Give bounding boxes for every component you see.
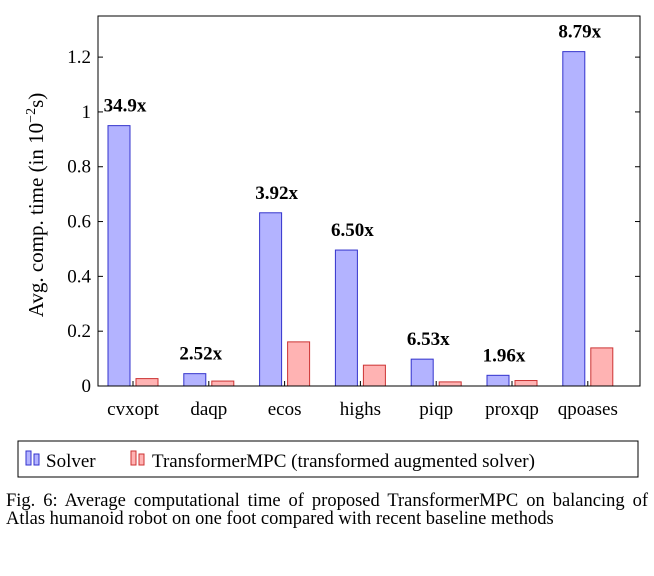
bar-transformermpc-piqp <box>438 381 462 387</box>
x-axis-tick-labels: cvxopt daqp ecos highs piqp proxqp qpoases <box>107 381 618 420</box>
x-tick-label-highs: highs <box>340 399 381 420</box>
legend: Solver TransformerMPC (transformed augme… <box>17 440 639 478</box>
y-tick-label: 0.8 <box>67 157 91 178</box>
x-tick-label-cvxopt: cvxopt <box>107 399 159 420</box>
bar-solver-ecos <box>259 212 283 387</box>
bar-solver-proxqp <box>486 374 510 387</box>
bar-transformermpc-proxqp <box>514 380 538 387</box>
bar-transformermpc-daqp <box>211 380 235 387</box>
data-label-daqp: 2.52x <box>179 344 222 365</box>
y-axis-label-sup: −2 <box>24 108 39 123</box>
y-tick-label: 1.2 <box>67 47 91 68</box>
y-axis-label-tail: s) <box>24 93 48 108</box>
figure-caption: Fig. 6: Average computational time of pr… <box>6 491 648 529</box>
y-tick-label: 0.4 <box>67 266 91 287</box>
legend-label-transformermpc: TransformerMPC (transformed augmented so… <box>152 451 535 472</box>
y-axis-label-main: Avg. comp. time (in 10 <box>24 123 48 317</box>
legend-label-solver: Solver <box>46 451 96 472</box>
legend-swatch-solver <box>25 450 40 466</box>
bar-transformermpc-highs <box>362 364 386 387</box>
bar-solver-piqp <box>410 358 434 387</box>
y-axis-ticks: 0 0.2 0.4 0.6 0.8 1 1.2 <box>67 47 640 397</box>
bar-solver-qpoases <box>562 51 586 387</box>
y-tick-label: 0.2 <box>67 321 91 342</box>
y-tick-label: 1 <box>82 102 92 123</box>
x-tick-label-qpoases: qpoases <box>558 399 618 420</box>
data-label-proxqp: 1.96x <box>483 345 526 366</box>
bar-transformermpc-cvxopt <box>135 378 159 387</box>
bars <box>107 51 614 387</box>
y-axis-label: Avg. comp. time (in 10−2s) <box>24 93 48 318</box>
svg-text:Avg. comp. time (in 10−2s): Avg. comp. time (in 10−2s) <box>24 93 48 318</box>
data-label-piqp: 6.53x <box>407 329 450 350</box>
plot-frame <box>97 15 641 387</box>
y-tick-label: 0.6 <box>67 212 91 233</box>
bar-solver-highs <box>334 249 358 387</box>
x-tick-label-piqp: piqp <box>419 399 453 420</box>
legend-box <box>17 440 639 478</box>
x-tick-label-ecos: ecos <box>268 399 302 420</box>
data-label-cvxopt: 34.9x <box>104 96 147 117</box>
data-label-ecos: 3.92x <box>255 183 298 204</box>
data-labels: 34.9x 2.52x 3.92x 6.50x 6.53x 1.96x 8.79x <box>104 22 602 367</box>
bar-solver-cvxopt <box>107 125 131 387</box>
data-label-highs: 6.50x <box>331 220 374 241</box>
data-label-qpoases: 8.79x <box>558 22 601 43</box>
legend-swatch-transformermpc <box>130 450 145 466</box>
bar-transformermpc-ecos <box>287 341 311 387</box>
bar-solver-daqp <box>183 373 207 387</box>
bar-transformermpc-qpoases <box>590 347 614 387</box>
y-tick-label: 0 <box>82 376 92 397</box>
x-tick-label-proxqp: proxqp <box>485 399 539 420</box>
x-tick-label-daqp: daqp <box>190 399 227 420</box>
